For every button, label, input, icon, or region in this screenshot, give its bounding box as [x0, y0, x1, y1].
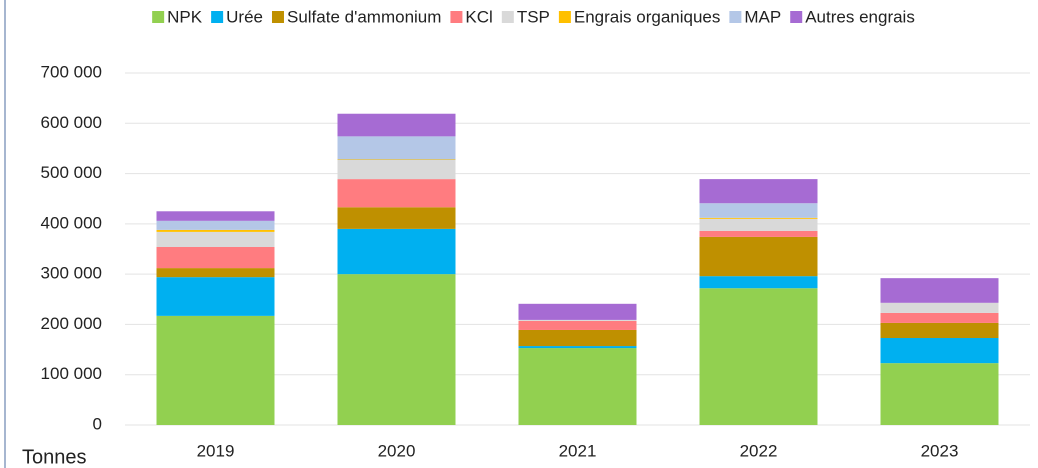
- y-tick-label: 600 000: [41, 113, 102, 132]
- bar-segment: [699, 276, 818, 289]
- legend-label: NPK: [167, 7, 203, 26]
- bar-segment: [518, 346, 637, 349]
- bar-segment: [337, 136, 456, 160]
- y-tick-label: 300 000: [41, 264, 102, 283]
- y-tick-label: 0: [93, 414, 102, 433]
- y-tick-label: 500 000: [41, 163, 102, 182]
- x-tick-label: 2022: [740, 441, 778, 460]
- bar-segment: [518, 319, 637, 321]
- bar-segment: [156, 277, 275, 316]
- bar-segment: [699, 217, 818, 219]
- x-tick-label: 2021: [559, 441, 597, 460]
- y-tick-label: 700 000: [41, 62, 102, 81]
- bar-segment: [699, 230, 818, 237]
- bar-segment: [337, 113, 456, 137]
- bar-segment: [156, 315, 275, 425]
- legend-label: Sulfate d'ammonium: [287, 7, 441, 26]
- bar-segment: [337, 228, 456, 275]
- bar-segment: [337, 207, 456, 229]
- bar-segment: [156, 220, 275, 230]
- bar-segment: [880, 338, 999, 364]
- y-axis-label: Tonnes: [22, 446, 87, 468]
- bar-segment: [880, 302, 999, 313]
- bar-segment: [156, 246, 275, 269]
- legend-swatch: [211, 11, 224, 23]
- x-tick-label: 2019: [197, 441, 235, 460]
- legend-swatch: [729, 11, 742, 23]
- legend-swatch: [558, 11, 571, 23]
- legend-swatch: [450, 11, 463, 23]
- legend-swatch: [271, 11, 284, 23]
- bar-segment: [880, 322, 999, 339]
- bar-segment: [880, 363, 999, 425]
- bar-segment: [518, 329, 637, 347]
- bar-segment: [518, 348, 637, 425]
- x-tick-label: 2023: [921, 441, 959, 460]
- bar-segment: [699, 179, 818, 204]
- bar-segment: [699, 203, 818, 218]
- legend-label: MAP: [744, 7, 781, 26]
- bar-segment: [699, 236, 818, 277]
- legend-label: TSP: [517, 7, 550, 26]
- y-tick-label: 400 000: [41, 213, 102, 232]
- bar-segment: [337, 159, 456, 180]
- bar-segment: [337, 159, 456, 160]
- bar-segment: [880, 312, 999, 323]
- y-tick-label: 100 000: [41, 364, 102, 383]
- bar-segment: [518, 303, 637, 320]
- legend-swatch: [790, 11, 803, 23]
- legend-swatch: [152, 11, 165, 23]
- bar-segment: [337, 274, 456, 425]
- bar-segment: [156, 229, 275, 232]
- legend-swatch: [501, 11, 514, 23]
- legend-label: KCl: [465, 7, 492, 26]
- bar-segment: [699, 288, 818, 425]
- bar-segment: [699, 218, 818, 231]
- bar-segment: [156, 211, 275, 221]
- bar-segment: [156, 231, 275, 247]
- legend-label: Urée: [226, 7, 263, 26]
- legend-label: Engrais organiques: [574, 7, 720, 26]
- y-tick-label: 200 000: [41, 314, 102, 333]
- bar-segment: [518, 320, 637, 330]
- frame: [4, 0, 6, 468]
- legend-label: Autres engrais: [805, 7, 915, 26]
- bar-segment: [880, 278, 999, 303]
- x-tick-label: 2020: [378, 441, 416, 460]
- bar-segment: [156, 268, 275, 278]
- bar-segment: [337, 179, 456, 208]
